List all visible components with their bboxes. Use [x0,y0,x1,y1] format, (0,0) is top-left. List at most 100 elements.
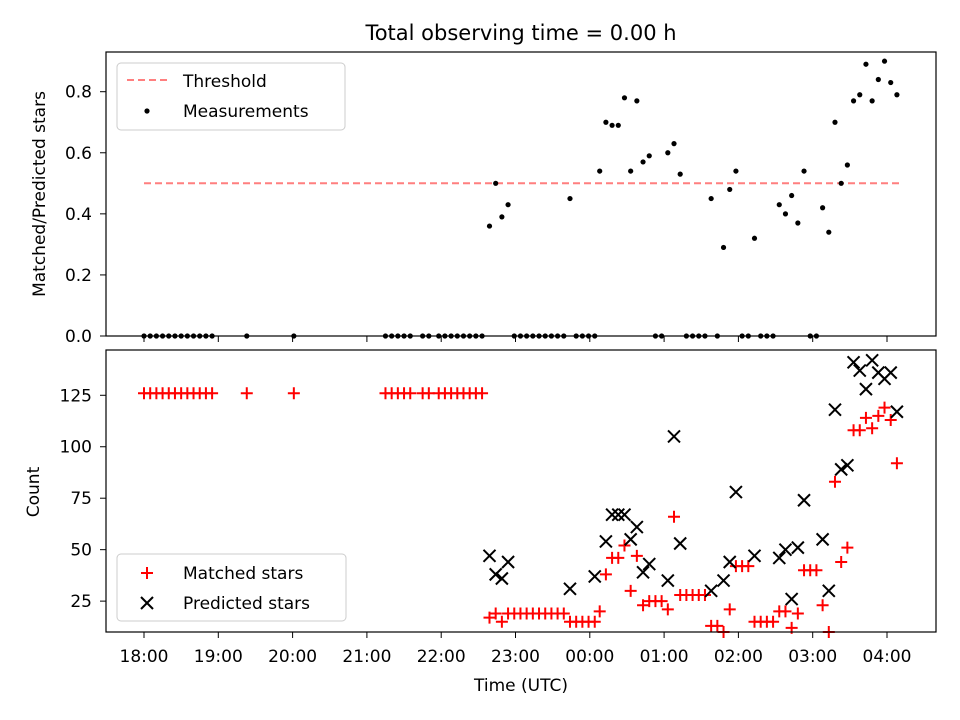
matched-star-point [495,615,508,628]
predicted-stars-points [482,353,904,606]
matched-star-point [853,424,866,437]
predicted-star-point [611,507,625,522]
predicted-star-point [791,540,805,555]
matched-star-point [637,599,650,612]
bottom-legend: Matched stars Predicted stars [116,553,347,622]
top-plot-frame [105,51,937,337]
predicted-star-point [772,551,786,565]
predicted-star-point [822,584,836,598]
measurement-point [801,168,807,174]
matched-star-point [624,584,637,597]
predicted-star-point [617,507,632,522]
predicted-star-point [865,353,879,367]
matched-star-point [810,564,823,577]
top-panel: 0.00.20.40.60.8 Matched/Predicted stars … [30,51,937,347]
predicted-star-point [599,534,613,549]
measurement-point [795,220,801,226]
x-tick-label: 22:00 [417,647,466,667]
measurement-point [677,171,683,177]
bottom-y-tick-label: 125 [60,386,92,406]
chart-title: Total observing time = 0.00 h [364,21,676,45]
x-tick-label: 01:00 [640,647,689,667]
top-y-tick-label: 0.2 [65,266,92,286]
bottom-x-axis: 18:00 19:00 20:00 21:00 22:00 23:00 00:00 01:00… [120,632,912,667]
predicted-star-point [642,557,656,571]
predicted-star-point [729,485,743,499]
matched-star-point [698,588,711,601]
predicted-star-point [859,382,873,396]
measurement-point [832,119,838,125]
bottom-y-axis: 25 50 75 100 125 [60,386,106,612]
matched-star-point [723,603,736,616]
matched-star-point [593,605,606,618]
predicted-star-point [890,405,904,419]
matched-star-point [890,457,903,470]
bottom-legend-box [116,553,347,622]
predicted-star-point [673,536,687,551]
matched-star-point [884,413,897,426]
measurement-point [782,211,789,217]
legend-matched-label: Matched stars [183,564,303,584]
measurement-point [838,180,844,186]
measurement-point [888,79,894,86]
matched-star-point [557,607,570,620]
matched-star-point [779,605,792,618]
predicted-star-point [784,592,799,606]
top-legend-box [116,62,346,131]
matched-star-point [841,541,854,554]
matched-star-point [404,387,417,400]
x-tick-label: 02:00 [714,647,763,667]
measurement-point [621,95,628,101]
predicted-star-point [840,458,855,472]
predicted-star-point [482,549,497,563]
measurement-point [597,168,603,174]
matched-star-point [791,607,804,620]
measurement-point [634,98,640,104]
matched-star-point [767,615,780,628]
predicted-star-point [723,555,737,569]
measurement-point [708,195,714,202]
measurement-point [850,98,857,104]
measurement-point [727,186,733,193]
matched-star-point [206,387,219,400]
top-y-tick-label: 0.8 [65,83,92,103]
predicted-star-point [834,462,848,477]
x-tick-label: 23:00 [491,647,540,667]
predicted-star-point [797,493,811,507]
measurement-point [567,195,573,202]
measurement-point [881,58,888,64]
matched-star-point [878,401,891,414]
legend-measurements-label: Measurements [183,102,309,122]
top-y-axis-label: Matched/Predicted stars [30,91,50,297]
matched-star-point [835,556,848,569]
x-tick-label: 18:00 [120,647,169,667]
matched-star-point [742,560,755,573]
matched-star-point [859,411,872,424]
matched-star-point [668,510,681,523]
matched-star-point [599,568,612,581]
matched-star-point [483,611,496,624]
top-legend: Threshold Measurements [116,62,346,131]
matched-star-point [618,539,631,552]
legend-measurement-swatch [144,108,150,114]
bottom-y-tick-label: 100 [60,438,92,458]
bottom-y-tick-label: 75 [70,489,92,509]
bottom-y-axis-label: Count [24,466,44,517]
predicted-star-point [630,520,644,534]
predicted-star-point [488,567,503,582]
measurement-point [875,76,881,83]
bottom-plot-frame [105,349,937,633]
x-tick-label: 20:00 [268,647,317,667]
predicted-star-point [815,532,830,547]
predicted-star-point [636,565,650,580]
top-x-ticks [143,336,888,342]
measurement-point [505,202,511,208]
measurement-point [733,168,739,174]
measurement-point [826,229,832,235]
predicted-star-point [704,584,718,598]
predicted-star-point [661,573,675,588]
measurement-point [486,223,493,229]
predicted-star-point [563,582,577,596]
measurement-point [499,214,505,220]
